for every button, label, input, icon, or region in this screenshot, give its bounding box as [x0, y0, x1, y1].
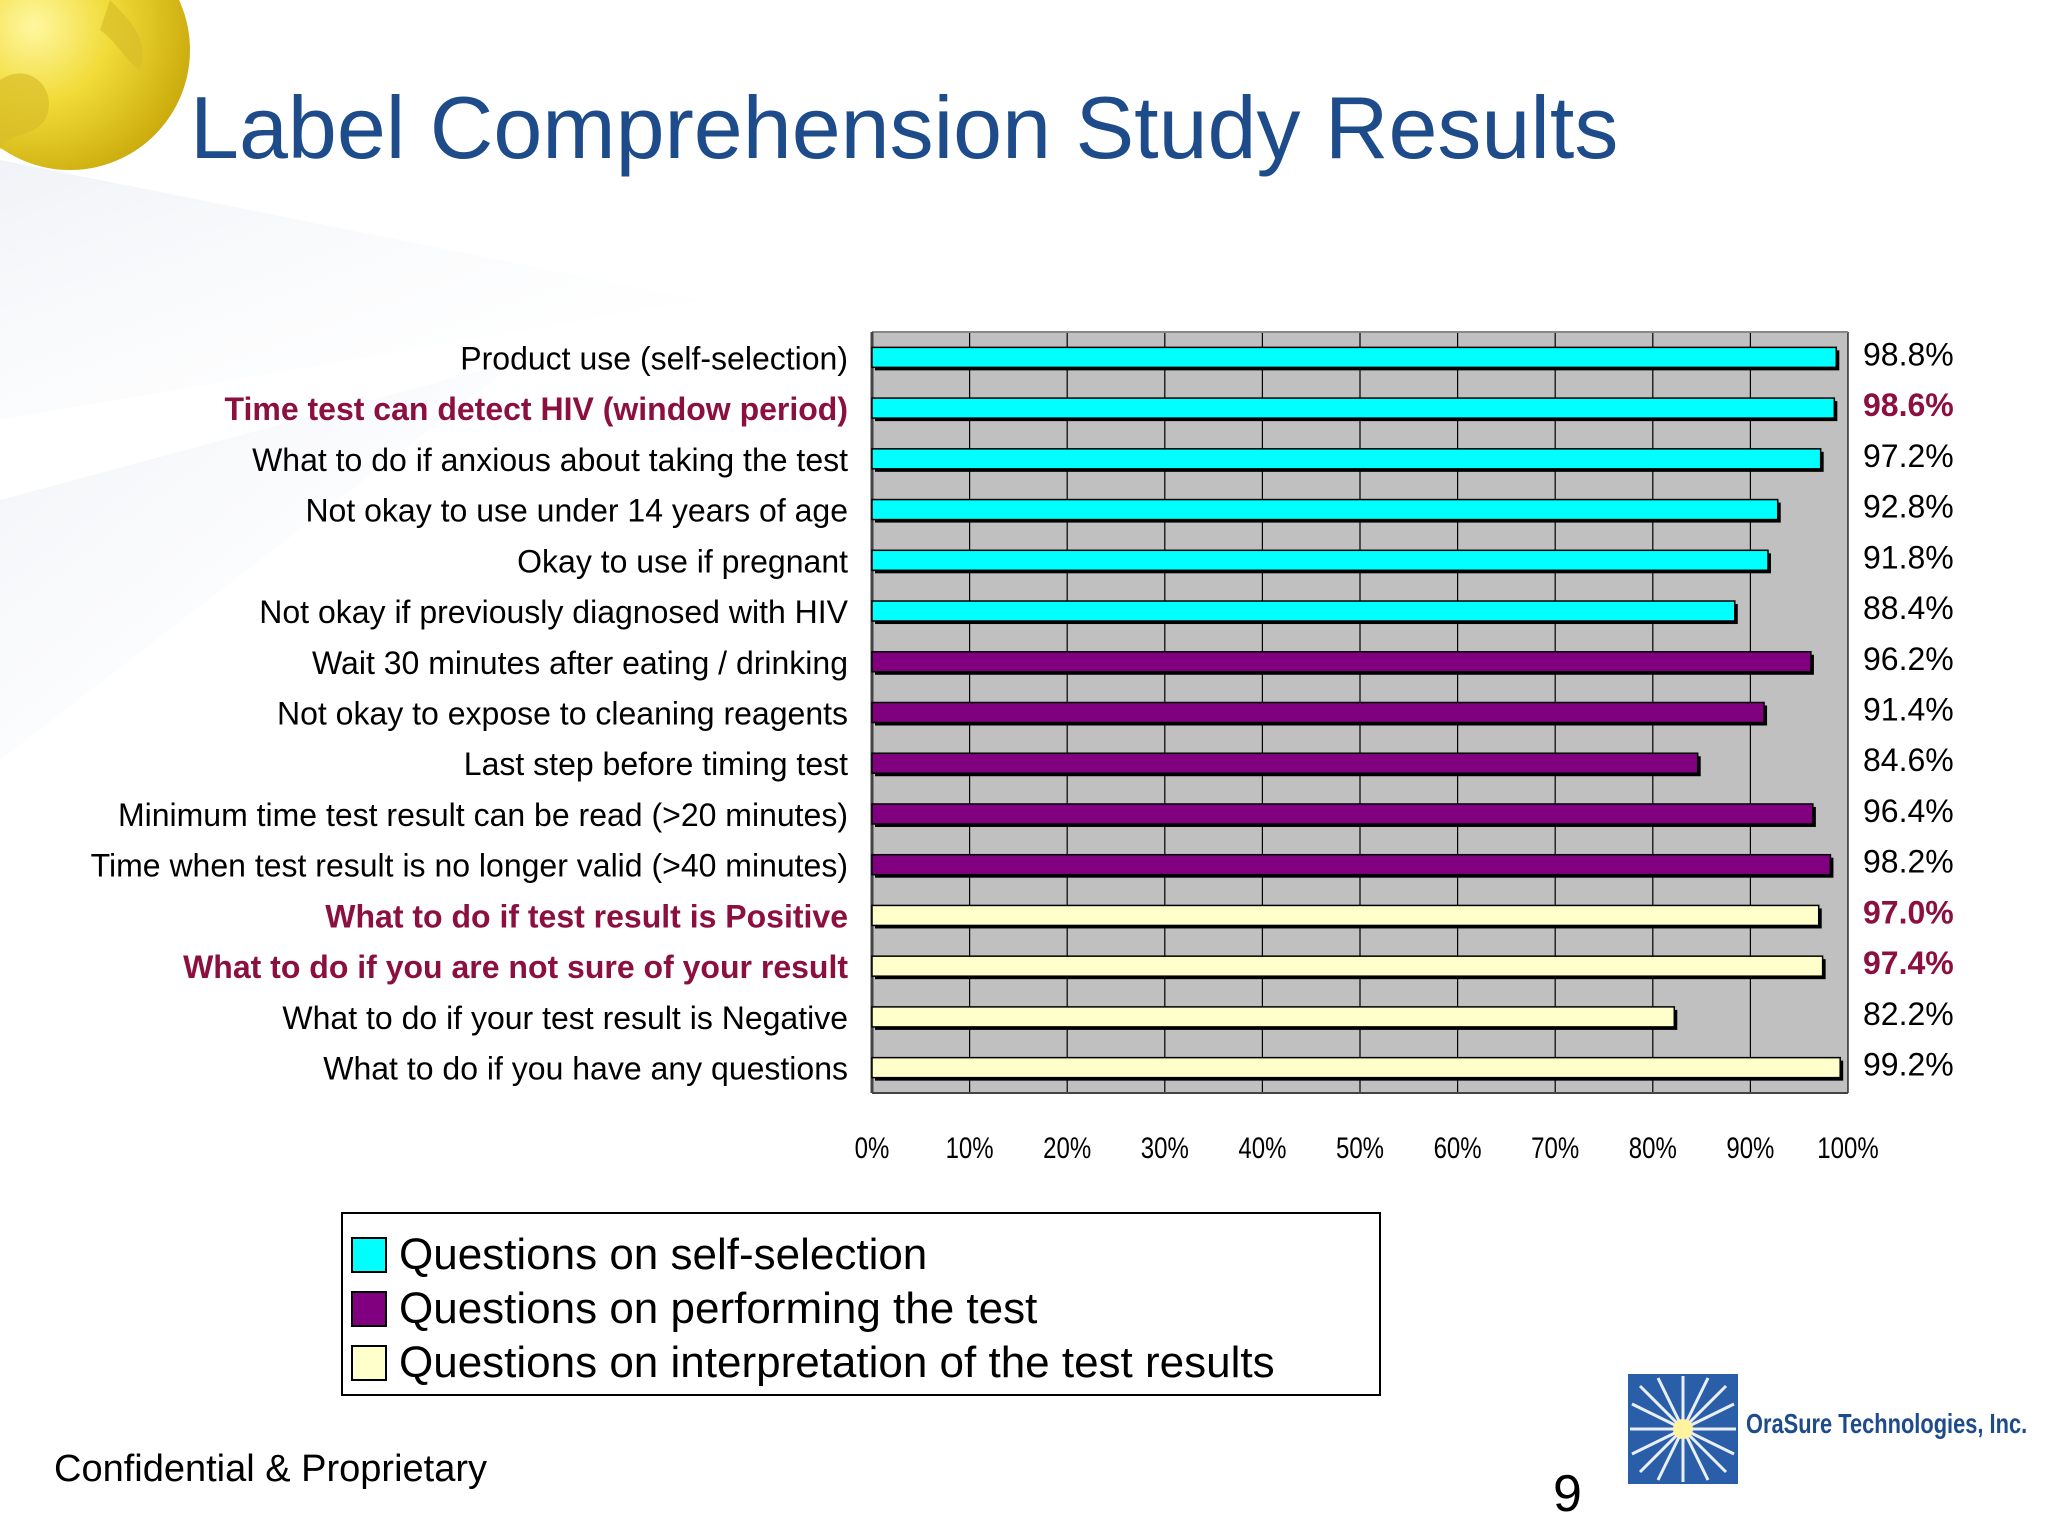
x-tick-label: 60% — [1434, 1130, 1482, 1164]
value-label: 97.2% — [1863, 438, 1954, 474]
bar — [871, 651, 1812, 673]
value-label: 88.4% — [1863, 590, 1954, 626]
category-label: What to do if test result is Positive — [325, 898, 848, 934]
x-tick-label: 50% — [1336, 1130, 1384, 1164]
value-label: 91.8% — [1863, 539, 1954, 575]
bar — [871, 701, 1765, 724]
bar — [871, 904, 1820, 927]
legend-item-self-selection: Questions on self-selection — [351, 1228, 1379, 1282]
value-label: 91.4% — [1863, 692, 1954, 728]
value-label: 96.2% — [1863, 641, 1954, 677]
bar — [871, 448, 1822, 470]
legend-swatch-self-selection — [351, 1237, 387, 1273]
bar — [871, 549, 1769, 572]
bar — [871, 498, 1779, 521]
company-name: OraSure Technologies, Inc. — [1746, 1408, 2028, 1439]
slide-title: Label Comprehension Study Results — [190, 78, 1619, 177]
category-label: What to do if anxious about taking the t… — [252, 442, 848, 478]
x-tick-label: 30% — [1141, 1130, 1189, 1164]
value-label: 97.4% — [1863, 945, 1954, 981]
page-number: 9 — [1553, 1465, 1582, 1523]
legend-label-interpretation: Questions on interpretation of the test … — [399, 1338, 1275, 1387]
legend-swatch-performing — [351, 1291, 387, 1327]
confidential-notice: Confidential & Proprietary — [54, 1448, 487, 1490]
x-tick-label: 40% — [1238, 1130, 1286, 1164]
category-label: Last step before timing test — [464, 746, 848, 782]
x-tick-label: 100% — [1817, 1130, 1878, 1164]
bar — [871, 955, 1824, 977]
value-label: 82.2% — [1863, 996, 1954, 1032]
category-label: Product use (self-selection) — [460, 340, 848, 376]
bar — [871, 803, 1814, 825]
value-label: 97.0% — [1863, 894, 1954, 930]
company-logo: OraSure Technologies, Inc. — [1628, 1374, 2027, 1484]
bar — [871, 853, 1832, 876]
bar — [871, 1006, 1676, 1028]
x-tick-label: 70% — [1531, 1130, 1579, 1164]
bar — [871, 346, 1838, 369]
legend-label-performing: Questions on performing the test — [399, 1284, 1038, 1333]
x-tick-label: 0% — [855, 1130, 890, 1164]
category-label: Minimum time test result can be read (>2… — [118, 797, 848, 833]
x-tick-label: 10% — [946, 1130, 994, 1164]
legend-label-self-selection: Questions on self-selection — [399, 1230, 928, 1279]
x-tick-label: 90% — [1726, 1130, 1774, 1164]
value-label: 99.2% — [1863, 1047, 1954, 1083]
bar — [871, 752, 1699, 774]
value-label: 98.8% — [1863, 336, 1954, 372]
bar — [871, 600, 1736, 622]
value-label: 84.6% — [1863, 742, 1954, 778]
value-label: 96.4% — [1863, 793, 1954, 829]
category-label: Not okay to use under 14 years of age — [305, 493, 848, 529]
category-label: What to do if your test result is Negati… — [282, 1000, 848, 1036]
category-label: Not okay to expose to cleaning reagents — [277, 696, 848, 732]
bar — [871, 397, 1836, 419]
category-label: Time when test result is no longer valid… — [91, 848, 848, 884]
category-label: Wait 30 minutes after eating / drinking — [312, 645, 848, 681]
legend-item-interpretation: Questions on interpretation of the test … — [351, 1336, 1379, 1390]
chart-legend: Questions on self-selection Questions on… — [341, 1212, 1381, 1396]
x-tick-label: 80% — [1629, 1130, 1677, 1164]
value-label: 98.6% — [1863, 387, 1954, 423]
legend-item-performing: Questions on performing the test — [351, 1282, 1379, 1336]
legend-swatch-interpretation — [351, 1345, 387, 1381]
value-label: 98.2% — [1863, 844, 1954, 880]
category-label: Not okay if previously diagnosed with HI… — [259, 594, 848, 630]
category-label: What to do if you are not sure of your r… — [183, 949, 848, 985]
category-label: Okay to use if pregnant — [517, 543, 848, 579]
category-label: What to do if you have any questions — [323, 1051, 848, 1087]
x-tick-label: 20% — [1043, 1130, 1091, 1164]
category-label: Time test can detect HIV (window period) — [225, 391, 849, 427]
value-label: 92.8% — [1863, 489, 1954, 525]
sunburst-icon — [1628, 1374, 1738, 1484]
bar — [871, 1056, 1841, 1079]
